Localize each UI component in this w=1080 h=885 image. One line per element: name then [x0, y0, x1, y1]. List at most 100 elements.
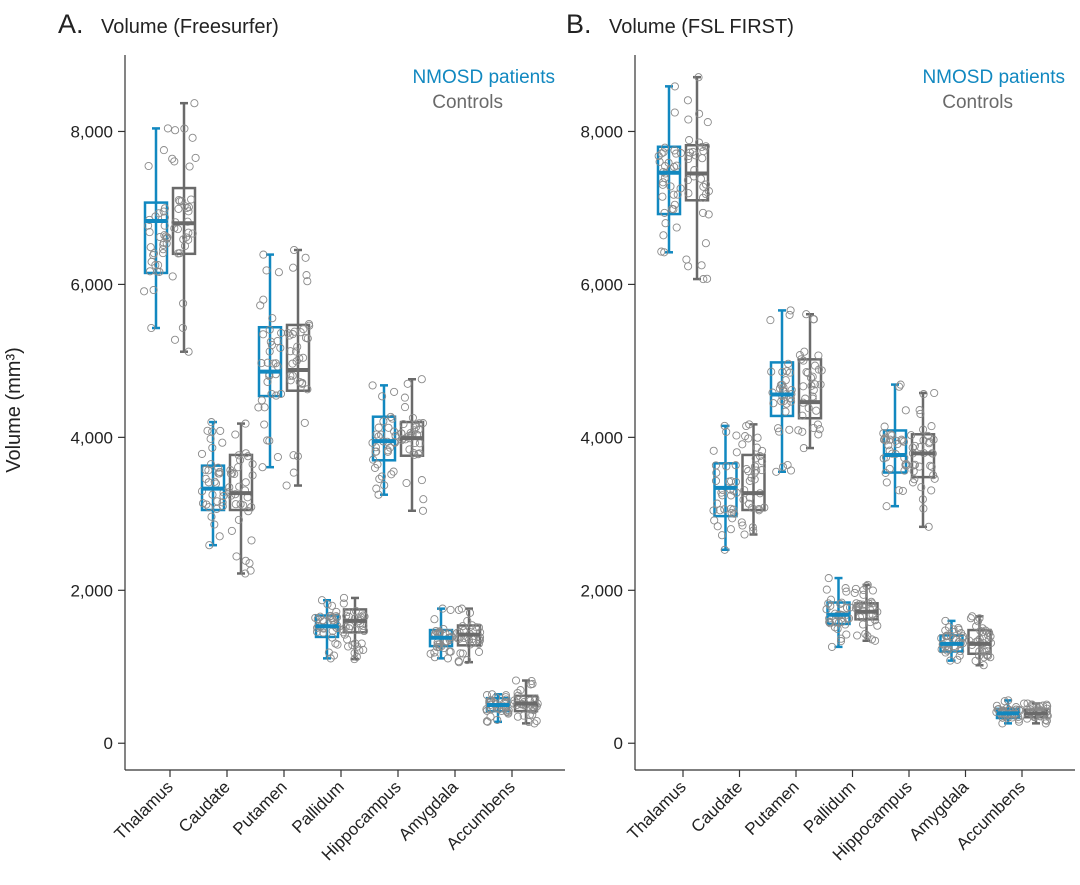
data-point	[908, 443, 917, 452]
data-point	[732, 448, 741, 457]
data-point	[837, 634, 846, 643]
data-point	[290, 245, 299, 255]
data-point	[747, 473, 756, 482]
data-point	[300, 418, 309, 427]
box-nmosd	[197, 418, 228, 550]
data-point	[670, 200, 679, 209]
data-point	[657, 247, 666, 256]
data-point	[672, 223, 681, 232]
data-point	[301, 333, 311, 342]
data-point	[430, 615, 439, 624]
data-point	[941, 616, 950, 625]
data-point	[465, 608, 475, 617]
data-point	[684, 189, 693, 198]
data-point	[385, 443, 395, 452]
box-nmosd	[311, 596, 342, 663]
data-point	[895, 382, 904, 391]
data-point	[825, 618, 834, 627]
data-point	[785, 368, 795, 377]
data-point	[360, 626, 369, 636]
data-point	[226, 469, 235, 478]
data-point	[171, 126, 180, 135]
data-point	[676, 184, 685, 193]
data-point	[234, 451, 243, 460]
data-point	[975, 614, 984, 623]
data-point	[983, 651, 993, 661]
data-point	[880, 435, 889, 444]
data-point	[893, 439, 902, 449]
panel-b-plot: 0 2,000 4,000 6,000 8,000 ThalamusCaudatePuta…	[580, 55, 1075, 864]
data-point	[919, 390, 928, 399]
data-point	[332, 613, 342, 622]
box-iqr	[285, 323, 311, 392]
data-point	[925, 439, 934, 448]
data-point	[241, 556, 250, 565]
data-point	[666, 182, 675, 191]
box-iqr	[910, 433, 936, 479]
data-point	[824, 599, 833, 608]
data-point	[344, 642, 353, 651]
box-nmosd	[654, 82, 685, 257]
data-point	[777, 397, 786, 406]
box-controls	[509, 676, 542, 728]
data-point	[246, 566, 255, 575]
data-point	[698, 154, 707, 163]
data-point	[187, 195, 196, 204]
data-point	[975, 647, 984, 656]
data-point	[915, 462, 924, 471]
data-point	[798, 411, 807, 420]
data-point	[262, 266, 271, 275]
data-point	[909, 461, 918, 470]
data-point	[728, 514, 737, 523]
data-point	[288, 330, 297, 339]
data-point	[859, 590, 868, 599]
data-point	[799, 444, 808, 453]
data-point	[435, 640, 444, 649]
box-controls	[225, 419, 257, 578]
data-point	[814, 430, 823, 439]
data-point	[785, 425, 794, 434]
data-point	[384, 423, 393, 432]
data-point	[800, 347, 809, 356]
data-point	[816, 380, 825, 389]
data-point	[316, 612, 325, 621]
data-point	[328, 633, 337, 642]
data-point	[291, 347, 301, 356]
data-point	[775, 384, 784, 393]
data-point	[778, 462, 788, 471]
data-point	[676, 149, 685, 158]
data-point	[966, 614, 975, 623]
panel-b-title: Volume (FSL FIRST)	[609, 16, 794, 38]
data-point	[918, 495, 927, 504]
panel-a-plot: 0 2,000 4,000 6,000 8,000 ThalamusCaudatePuta…	[70, 55, 565, 864]
data-point	[207, 512, 216, 521]
data-point	[259, 295, 268, 304]
data-point	[797, 355, 806, 364]
data-point	[968, 612, 977, 621]
data-point	[380, 481, 389, 490]
data-point	[493, 715, 502, 724]
data-point	[798, 427, 807, 436]
data-point	[351, 639, 360, 648]
data-point	[198, 499, 208, 508]
data-point	[265, 325, 274, 334]
data-point	[216, 426, 225, 435]
data-point	[812, 406, 821, 415]
data-point	[483, 717, 492, 726]
data-point	[159, 245, 168, 254]
data-point	[684, 151, 693, 160]
data-point	[660, 143, 669, 152]
box-controls	[682, 73, 713, 284]
y-tick-label: 4,000	[580, 428, 623, 447]
data-point	[219, 492, 228, 501]
data-point	[699, 275, 708, 284]
data-point	[784, 359, 793, 368]
data-point	[758, 457, 767, 466]
data-point	[232, 552, 241, 561]
data-point	[886, 435, 895, 444]
data-point	[703, 118, 712, 127]
data-point	[184, 228, 193, 237]
data-point	[185, 162, 194, 171]
box-nmosd	[709, 421, 741, 554]
panel-b-letter: B.	[566, 9, 592, 39]
